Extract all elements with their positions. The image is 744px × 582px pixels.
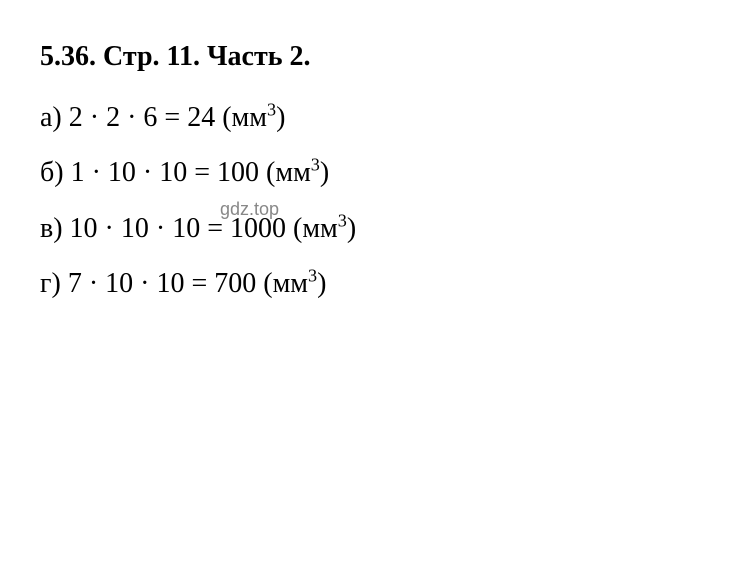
equation-unit: (мм3) <box>266 157 329 188</box>
equation-line: б) 1 · 10 · 10 = 100 (мм3) <box>40 146 704 199</box>
equation-line: г) 7 · 10 · 10 = 700 (мм3) <box>40 257 704 310</box>
equation-line: в) 10 · 10 · 10 = 1000 (мм3) <box>40 202 704 255</box>
problem-number: 5.36. <box>40 41 96 72</box>
unit-exponent: 3 <box>267 100 276 120</box>
equation-line: а) 2 · 2 · 6 = 24 (мм3) <box>40 91 704 144</box>
equation-label: б) <box>40 157 71 188</box>
part-label: Часть <box>207 41 283 72</box>
equation-expression: 2 · 2 · 6 = 24 <box>69 102 222 133</box>
equation-unit: (мм3) <box>222 102 285 133</box>
equation-unit: (мм3) <box>263 268 326 299</box>
watermark: gdz.top <box>220 192 279 226</box>
equation-expression: 7 · 10 · 10 = 700 <box>68 268 263 299</box>
unit-exponent: 3 <box>338 210 347 230</box>
equation-label: в) <box>40 213 70 244</box>
equation-expression: 1 · 10 · 10 = 100 <box>71 157 266 188</box>
equation-unit: (мм3) <box>293 213 356 244</box>
page-label: Стр. <box>103 41 160 72</box>
equation-label: а) <box>40 102 69 133</box>
equation-label: г) <box>40 268 68 299</box>
unit-exponent: 3 <box>308 265 317 285</box>
part-number: 2. <box>290 41 311 72</box>
problem-heading: 5.36. Стр. 11. Часть 2. <box>40 30 704 83</box>
unit-exponent: 3 <box>311 155 320 175</box>
page-number: 11. <box>167 41 200 72</box>
equations-container: а) 2 · 2 · 6 = 24 (мм3)б) 1 · 10 · 10 = … <box>40 91 704 310</box>
